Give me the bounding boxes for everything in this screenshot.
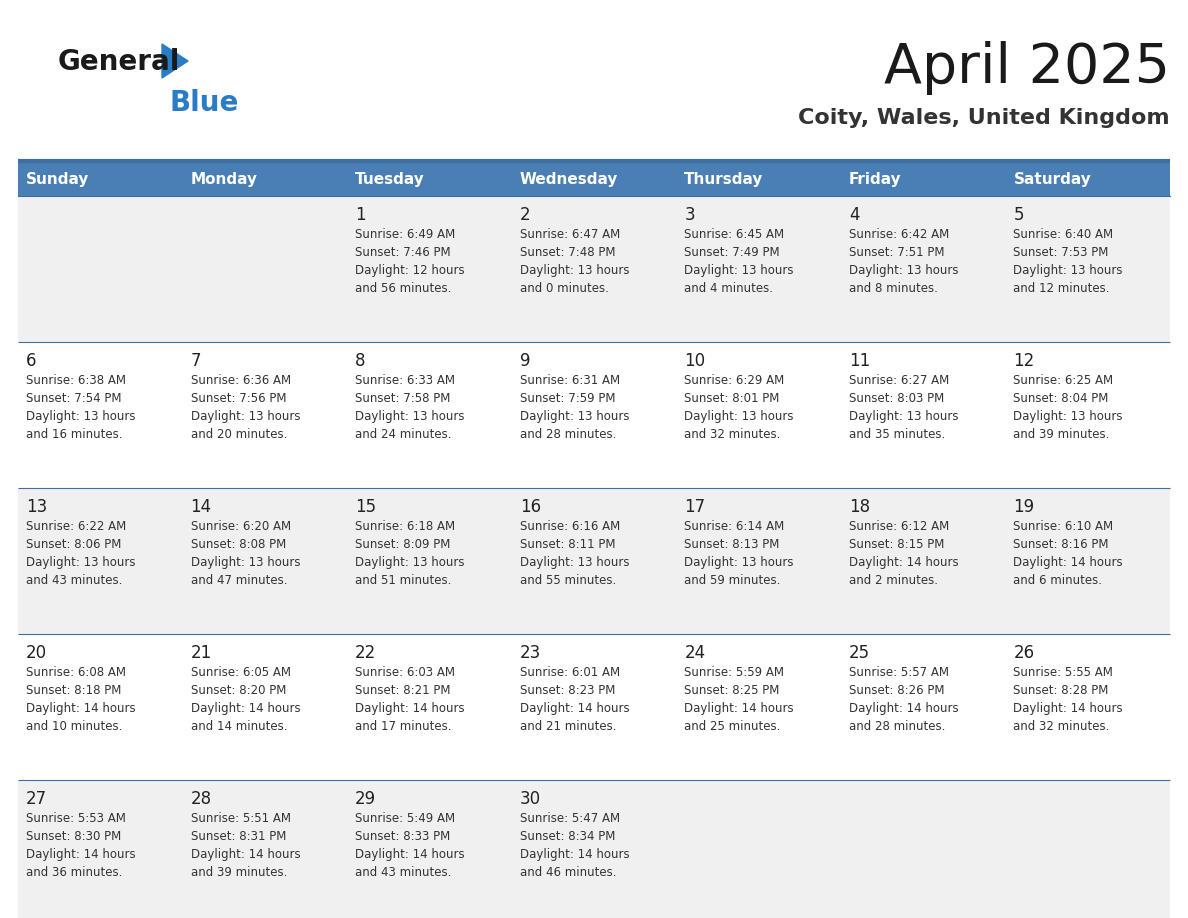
Bar <box>18 163 183 196</box>
Text: 22: 22 <box>355 644 377 662</box>
Text: Sunrise: 6:18 AM
Sunset: 8:09 PM
Daylight: 13 hours
and 51 minutes.: Sunrise: 6:18 AM Sunset: 8:09 PM Dayligh… <box>355 520 465 587</box>
Text: Tuesday: Tuesday <box>355 172 425 187</box>
Text: April 2025: April 2025 <box>884 41 1170 95</box>
Text: Sunrise: 6:29 AM
Sunset: 8:01 PM
Daylight: 13 hours
and 32 minutes.: Sunrise: 6:29 AM Sunset: 8:01 PM Dayligh… <box>684 374 794 441</box>
Text: 18: 18 <box>849 498 870 516</box>
Text: Sunrise: 5:51 AM
Sunset: 8:31 PM
Daylight: 14 hours
and 39 minutes.: Sunrise: 5:51 AM Sunset: 8:31 PM Dayligh… <box>190 812 301 879</box>
Text: Sunday: Sunday <box>26 172 89 187</box>
Bar <box>18 342 1170 488</box>
Text: Sunrise: 6:45 AM
Sunset: 7:49 PM
Daylight: 13 hours
and 4 minutes.: Sunrise: 6:45 AM Sunset: 7:49 PM Dayligh… <box>684 228 794 295</box>
Text: Sunrise: 6:14 AM
Sunset: 8:13 PM
Daylight: 13 hours
and 59 minutes.: Sunrise: 6:14 AM Sunset: 8:13 PM Dayligh… <box>684 520 794 587</box>
Text: General: General <box>58 48 181 76</box>
Text: Blue: Blue <box>170 89 239 117</box>
Text: Friday: Friday <box>849 172 902 187</box>
Text: 23: 23 <box>519 644 541 662</box>
Bar <box>183 163 347 196</box>
Bar <box>1005 163 1170 196</box>
Text: 7: 7 <box>190 352 201 370</box>
Text: 3: 3 <box>684 206 695 224</box>
Text: Sunrise: 6:12 AM
Sunset: 8:15 PM
Daylight: 14 hours
and 2 minutes.: Sunrise: 6:12 AM Sunset: 8:15 PM Dayligh… <box>849 520 959 587</box>
Text: 27: 27 <box>26 790 48 808</box>
Text: 4: 4 <box>849 206 859 224</box>
Text: Sunrise: 6:27 AM
Sunset: 8:03 PM
Daylight: 13 hours
and 35 minutes.: Sunrise: 6:27 AM Sunset: 8:03 PM Dayligh… <box>849 374 959 441</box>
Text: 16: 16 <box>519 498 541 516</box>
Bar <box>841 163 1005 196</box>
Text: 28: 28 <box>190 790 211 808</box>
Bar <box>18 780 1170 918</box>
Text: 10: 10 <box>684 352 706 370</box>
Text: 30: 30 <box>519 790 541 808</box>
Text: Sunrise: 6:31 AM
Sunset: 7:59 PM
Daylight: 13 hours
and 28 minutes.: Sunrise: 6:31 AM Sunset: 7:59 PM Dayligh… <box>519 374 630 441</box>
Text: 5: 5 <box>1013 206 1024 224</box>
Text: Sunrise: 6:08 AM
Sunset: 8:18 PM
Daylight: 14 hours
and 10 minutes.: Sunrise: 6:08 AM Sunset: 8:18 PM Dayligh… <box>26 666 135 733</box>
Bar <box>18 196 1170 342</box>
Text: Monday: Monday <box>190 172 258 187</box>
Bar <box>512 163 676 196</box>
Text: Sunrise: 6:10 AM
Sunset: 8:16 PM
Daylight: 14 hours
and 6 minutes.: Sunrise: 6:10 AM Sunset: 8:16 PM Dayligh… <box>1013 520 1123 587</box>
Text: 6: 6 <box>26 352 37 370</box>
Text: 2: 2 <box>519 206 530 224</box>
Text: Coity, Wales, United Kingdom: Coity, Wales, United Kingdom <box>798 108 1170 128</box>
Text: Sunrise: 5:59 AM
Sunset: 8:25 PM
Daylight: 14 hours
and 25 minutes.: Sunrise: 5:59 AM Sunset: 8:25 PM Dayligh… <box>684 666 794 733</box>
Bar <box>676 163 841 196</box>
Text: Sunrise: 6:05 AM
Sunset: 8:20 PM
Daylight: 14 hours
and 14 minutes.: Sunrise: 6:05 AM Sunset: 8:20 PM Dayligh… <box>190 666 301 733</box>
Text: Sunrise: 5:55 AM
Sunset: 8:28 PM
Daylight: 14 hours
and 32 minutes.: Sunrise: 5:55 AM Sunset: 8:28 PM Dayligh… <box>1013 666 1123 733</box>
Text: Sunrise: 6:42 AM
Sunset: 7:51 PM
Daylight: 13 hours
and 8 minutes.: Sunrise: 6:42 AM Sunset: 7:51 PM Dayligh… <box>849 228 959 295</box>
Text: 1: 1 <box>355 206 366 224</box>
Bar <box>347 163 512 196</box>
Text: 19: 19 <box>1013 498 1035 516</box>
Text: 11: 11 <box>849 352 870 370</box>
Text: Sunrise: 6:40 AM
Sunset: 7:53 PM
Daylight: 13 hours
and 12 minutes.: Sunrise: 6:40 AM Sunset: 7:53 PM Dayligh… <box>1013 228 1123 295</box>
Text: Sunrise: 5:53 AM
Sunset: 8:30 PM
Daylight: 14 hours
and 36 minutes.: Sunrise: 5:53 AM Sunset: 8:30 PM Dayligh… <box>26 812 135 879</box>
Text: 21: 21 <box>190 644 211 662</box>
Text: Sunrise: 5:47 AM
Sunset: 8:34 PM
Daylight: 14 hours
and 46 minutes.: Sunrise: 5:47 AM Sunset: 8:34 PM Dayligh… <box>519 812 630 879</box>
Text: Saturday: Saturday <box>1013 172 1092 187</box>
Bar <box>18 634 1170 780</box>
Text: 24: 24 <box>684 644 706 662</box>
Text: 15: 15 <box>355 498 377 516</box>
Text: 20: 20 <box>26 644 48 662</box>
Text: Sunrise: 6:03 AM
Sunset: 8:21 PM
Daylight: 14 hours
and 17 minutes.: Sunrise: 6:03 AM Sunset: 8:21 PM Dayligh… <box>355 666 465 733</box>
Text: 17: 17 <box>684 498 706 516</box>
Text: Sunrise: 6:22 AM
Sunset: 8:06 PM
Daylight: 13 hours
and 43 minutes.: Sunrise: 6:22 AM Sunset: 8:06 PM Dayligh… <box>26 520 135 587</box>
Text: Sunrise: 6:49 AM
Sunset: 7:46 PM
Daylight: 12 hours
and 56 minutes.: Sunrise: 6:49 AM Sunset: 7:46 PM Dayligh… <box>355 228 465 295</box>
Text: Sunrise: 6:01 AM
Sunset: 8:23 PM
Daylight: 14 hours
and 21 minutes.: Sunrise: 6:01 AM Sunset: 8:23 PM Dayligh… <box>519 666 630 733</box>
Text: 12: 12 <box>1013 352 1035 370</box>
Text: Sunrise: 6:25 AM
Sunset: 8:04 PM
Daylight: 13 hours
and 39 minutes.: Sunrise: 6:25 AM Sunset: 8:04 PM Dayligh… <box>1013 374 1123 441</box>
Text: Wednesday: Wednesday <box>519 172 618 187</box>
Text: 13: 13 <box>26 498 48 516</box>
Text: Sunrise: 5:57 AM
Sunset: 8:26 PM
Daylight: 14 hours
and 28 minutes.: Sunrise: 5:57 AM Sunset: 8:26 PM Dayligh… <box>849 666 959 733</box>
Bar <box>18 488 1170 634</box>
Text: Thursday: Thursday <box>684 172 764 187</box>
Text: 25: 25 <box>849 644 870 662</box>
Text: Sunrise: 6:47 AM
Sunset: 7:48 PM
Daylight: 13 hours
and 0 minutes.: Sunrise: 6:47 AM Sunset: 7:48 PM Dayligh… <box>519 228 630 295</box>
Text: 14: 14 <box>190 498 211 516</box>
Text: Sunrise: 5:49 AM
Sunset: 8:33 PM
Daylight: 14 hours
and 43 minutes.: Sunrise: 5:49 AM Sunset: 8:33 PM Dayligh… <box>355 812 465 879</box>
Text: Sunrise: 6:20 AM
Sunset: 8:08 PM
Daylight: 13 hours
and 47 minutes.: Sunrise: 6:20 AM Sunset: 8:08 PM Dayligh… <box>190 520 301 587</box>
Text: Sunrise: 6:33 AM
Sunset: 7:58 PM
Daylight: 13 hours
and 24 minutes.: Sunrise: 6:33 AM Sunset: 7:58 PM Dayligh… <box>355 374 465 441</box>
Text: 26: 26 <box>1013 644 1035 662</box>
Text: 8: 8 <box>355 352 366 370</box>
Text: 9: 9 <box>519 352 530 370</box>
Text: Sunrise: 6:16 AM
Sunset: 8:11 PM
Daylight: 13 hours
and 55 minutes.: Sunrise: 6:16 AM Sunset: 8:11 PM Dayligh… <box>519 520 630 587</box>
Text: 29: 29 <box>355 790 377 808</box>
Text: Sunrise: 6:38 AM
Sunset: 7:54 PM
Daylight: 13 hours
and 16 minutes.: Sunrise: 6:38 AM Sunset: 7:54 PM Dayligh… <box>26 374 135 441</box>
Polygon shape <box>162 44 188 78</box>
Text: Sunrise: 6:36 AM
Sunset: 7:56 PM
Daylight: 13 hours
and 20 minutes.: Sunrise: 6:36 AM Sunset: 7:56 PM Dayligh… <box>190 374 301 441</box>
